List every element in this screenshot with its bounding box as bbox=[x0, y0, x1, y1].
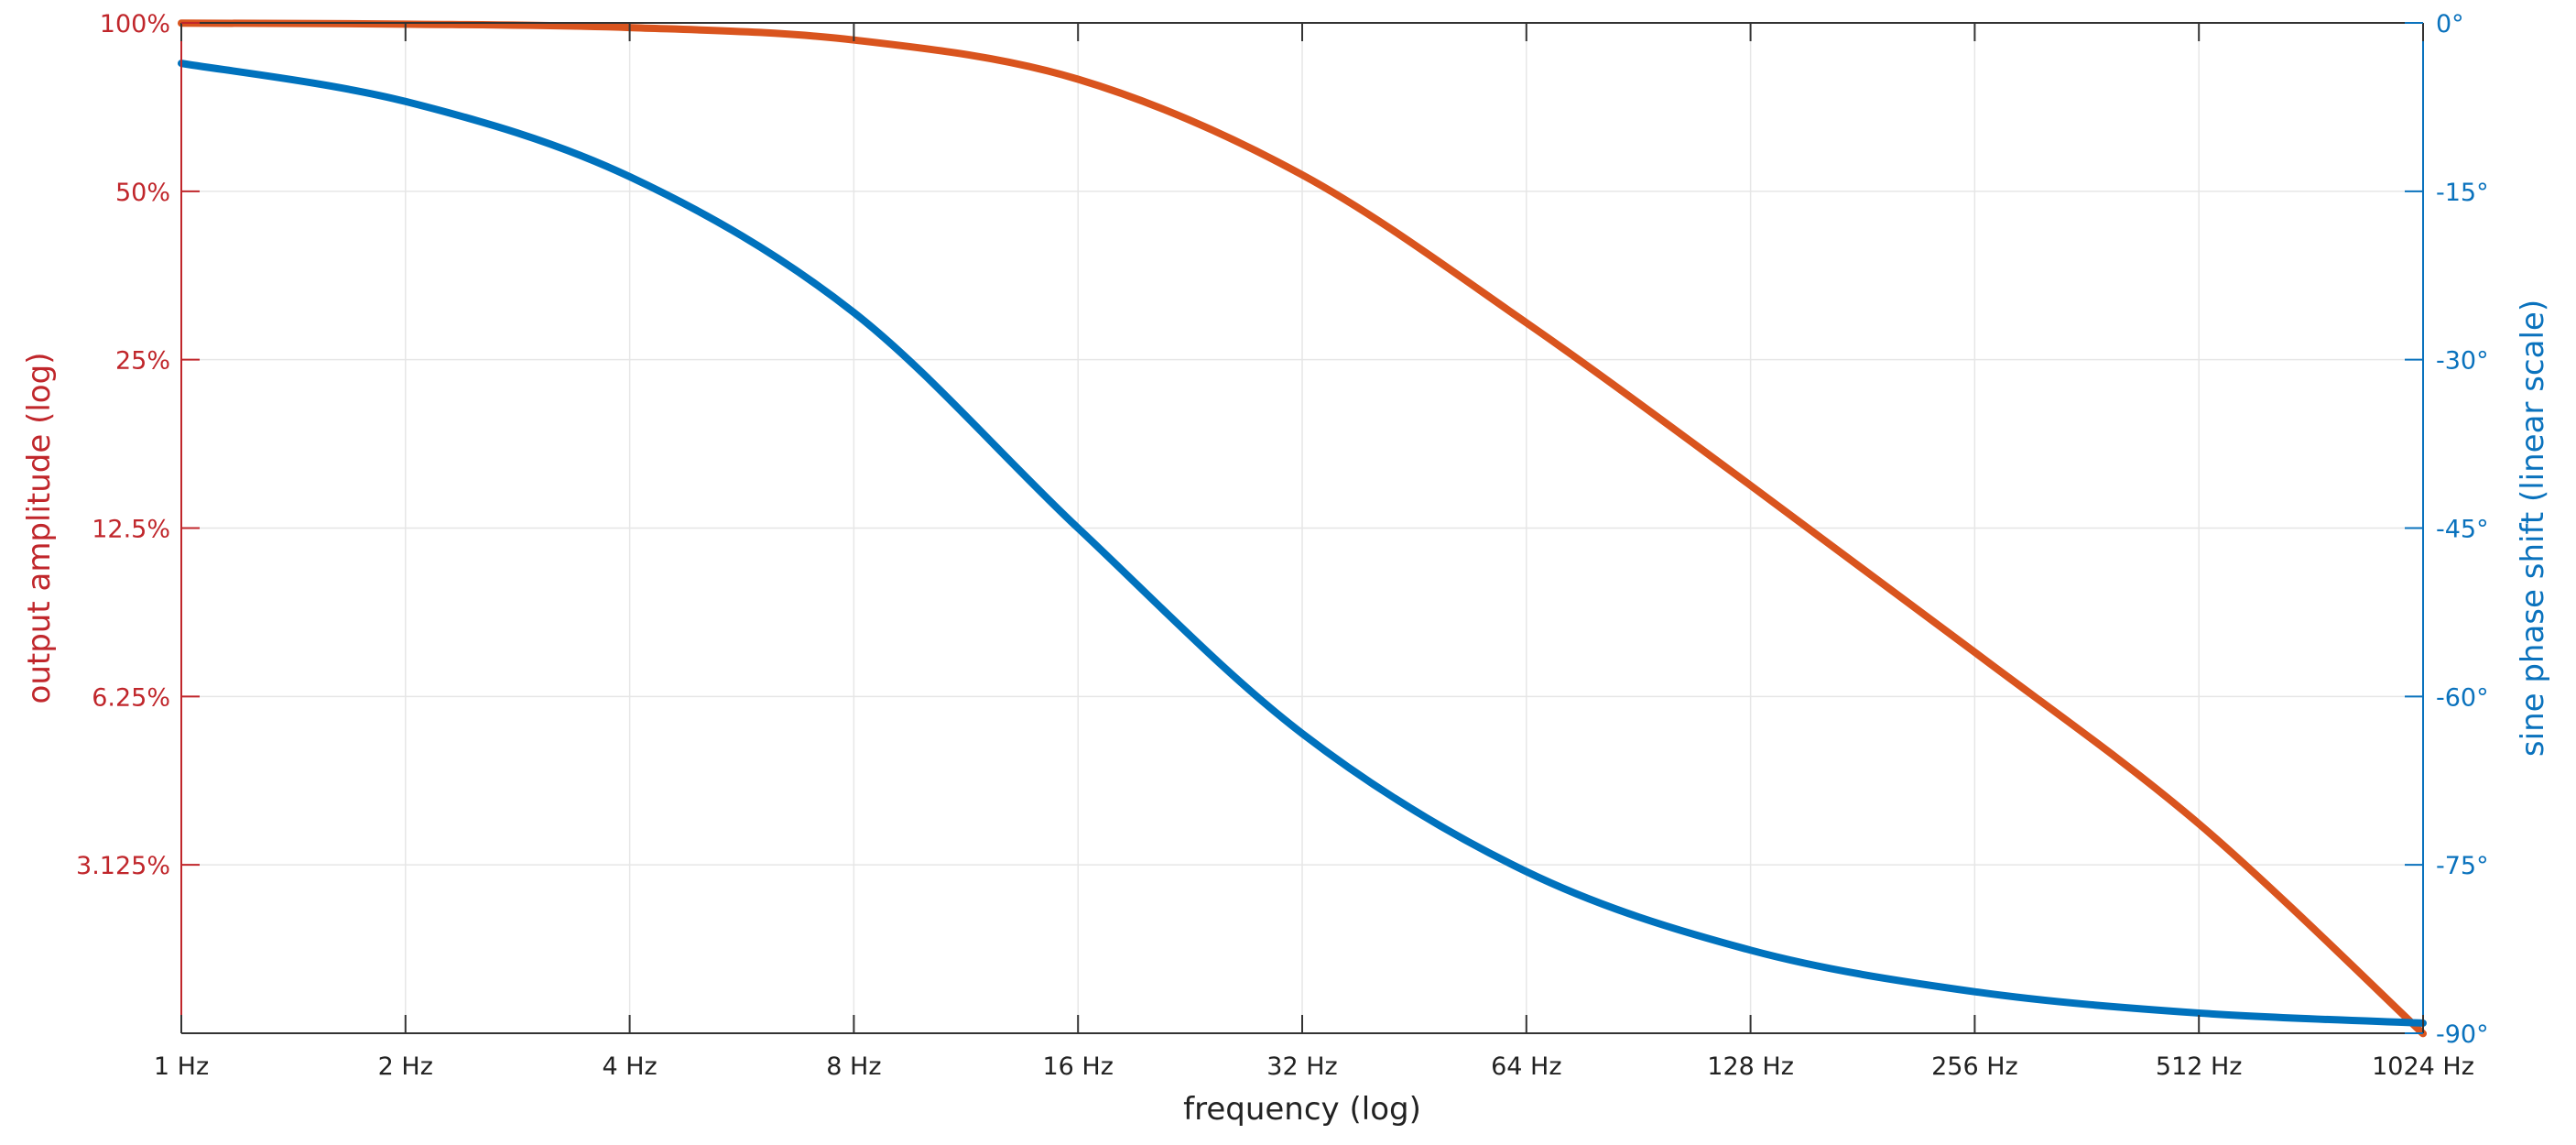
x-tick-label: 256 Hz bbox=[1931, 1052, 2018, 1081]
left-y-tick-label: 6.25% bbox=[92, 683, 170, 712]
left-y-axis: 100% 50% 25% 12.5% 6.25% 3.125% bbox=[76, 10, 200, 880]
x-axis: 1 Hz 2 Hz 4 Hz 8 Hz 16 Hz 32 Hz 64 Hz 128 Hz 256… bbox=[154, 23, 2474, 1081]
right-y-axis: 0° -15° -30° -45° -60° -75° -90° bbox=[2405, 10, 2489, 1049]
right-y-tick-label: -15° bbox=[2436, 179, 2489, 207]
right-y-tick-label: -30° bbox=[2436, 347, 2489, 376]
x-tick-label: 2 Hz bbox=[378, 1052, 433, 1081]
x-tick-label: 8 Hz bbox=[826, 1052, 881, 1081]
right-y-tick-label: -75° bbox=[2436, 852, 2489, 880]
x-tick-label: 32 Hz bbox=[1266, 1052, 1337, 1081]
right-y-tick-label: 0° bbox=[2436, 10, 2464, 38]
x-tick-label: 128 Hz bbox=[1707, 1052, 1794, 1081]
right-y-tick-label: -60° bbox=[2436, 683, 2489, 712]
x-tick-label: 16 Hz bbox=[1042, 1052, 1113, 1081]
right-y-axis-title: sine phase shift (linear scale) bbox=[2515, 300, 2551, 757]
left-y-tick-label: 100% bbox=[100, 10, 170, 38]
left-y-axis-title: output amplitude (log) bbox=[21, 353, 58, 704]
x-tick-label: 64 Hz bbox=[1491, 1052, 1561, 1081]
left-y-tick-label: 25% bbox=[115, 347, 170, 376]
right-y-tick-label: -45° bbox=[2436, 516, 2489, 544]
left-y-tick-label: 12.5% bbox=[92, 516, 170, 544]
amplitude-series-line bbox=[178, 19, 2427, 1038]
x-axis-title: frequency (log) bbox=[1183, 1091, 1421, 1128]
x-tick-label: 512 Hz bbox=[2156, 1052, 2243, 1081]
right-y-tick-label: -90° bbox=[2436, 1020, 2489, 1049]
x-tick-label: 1 Hz bbox=[154, 1052, 209, 1081]
series-layer bbox=[178, 19, 2427, 1038]
left-y-tick-label: 3.125% bbox=[76, 852, 170, 880]
x-tick-label: 1024 Hz bbox=[2372, 1052, 2474, 1081]
phase-series-line bbox=[178, 60, 2427, 1027]
left-y-tick-label: 50% bbox=[115, 179, 170, 207]
x-tick-label: 4 Hz bbox=[602, 1052, 657, 1081]
